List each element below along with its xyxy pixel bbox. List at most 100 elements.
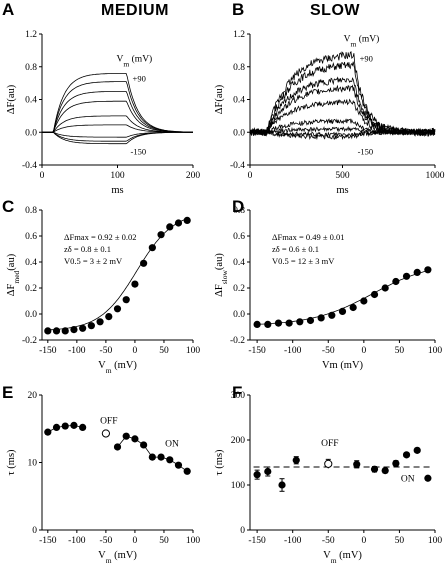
trace-line <box>42 131 193 138</box>
off-label: OFF <box>321 439 338 449</box>
x-tick-label: 50 <box>159 346 169 356</box>
x-axis-label: Vm (mV) <box>322 360 364 371</box>
fit-curve <box>257 270 429 325</box>
on-data-point <box>148 453 156 461</box>
panel-letter-c: C <box>2 197 14 216</box>
y-tick-label: 0.2 <box>25 284 37 294</box>
on-data-point <box>61 422 69 430</box>
data-point <box>113 305 122 313</box>
y-tick-label: 20 <box>28 391 38 401</box>
y-tick-label: 1.2 <box>25 30 37 40</box>
trace-label-top: +90 <box>133 73 146 83</box>
x-tick-label: -150 <box>248 346 266 356</box>
panel-a: -0.4 0.0 0.4 0.8 1.2 0 100 200 ΔF(au) ms Vm (mV) +9… <box>6 30 200 196</box>
y-tick-label: 0.0 <box>233 310 245 320</box>
data-point <box>148 244 156 252</box>
y-tick-label: 10 <box>28 459 38 469</box>
on-data-point <box>253 471 261 479</box>
on-data-point <box>166 456 174 464</box>
data-point <box>349 303 357 312</box>
data-point <box>253 320 261 328</box>
on-data-point <box>353 460 361 468</box>
data-point <box>61 327 69 335</box>
data-point <box>413 268 421 276</box>
x-axis-label: Vm (mV) <box>98 360 137 375</box>
data-point <box>87 322 95 330</box>
on-data-point <box>79 423 87 431</box>
data-point <box>328 311 336 319</box>
panel-letter-d: D <box>232 197 244 216</box>
x-tick-label: 0 <box>361 346 366 356</box>
y-axis-label: ΔF(au) <box>214 84 225 114</box>
y-tick-label: 0.6 <box>25 232 37 242</box>
trace-label-bottom: -150 <box>131 146 147 156</box>
data-point <box>338 307 347 315</box>
trace-line <box>42 131 193 145</box>
y-tick-label: 0.8 <box>25 63 37 73</box>
y-tick-label: 300 <box>231 391 246 401</box>
x-tick-label: -100 <box>68 346 86 356</box>
x-tick-label: 100 <box>186 346 201 356</box>
off-label: OFF <box>100 416 117 426</box>
x-tick-label: -150 <box>39 346 57 356</box>
panel-letter-f: F <box>232 383 242 402</box>
trace-label-bottom: -150 <box>358 146 374 156</box>
data-point <box>96 318 104 326</box>
x-tick-label: -150 <box>248 536 266 546</box>
data-point <box>317 314 325 322</box>
x-tick-label: -50 <box>100 536 113 546</box>
y-tick-label: 100 <box>231 481 246 491</box>
data-point <box>370 290 379 299</box>
y-axis-label: τ (ms) <box>214 449 225 476</box>
off-data-point <box>324 459 333 468</box>
x-tick-label: -100 <box>284 536 302 546</box>
y-tick-label: 0.8 <box>25 206 37 216</box>
y-axis-label: ΔFmed(au) <box>6 253 21 296</box>
x-tick-label: 1000 <box>426 171 445 181</box>
panel-b: -0.4 0.0 0.4 0.8 1.2 0 500 1000 ΔF(au) ms Vm (mV) +… <box>214 30 445 196</box>
x-tick-label: -150 <box>39 536 57 546</box>
on-data-point <box>424 474 432 482</box>
fit-parameter: ΔFmax = 0.92 ± 0.02 <box>64 232 137 242</box>
on-data-point <box>44 428 52 436</box>
x-tick-label: 500 <box>335 171 350 181</box>
x-tick-label: 0 <box>133 536 138 546</box>
data-point <box>392 277 400 286</box>
y-tick-label: 0 <box>240 526 245 536</box>
x-axis-label: ms <box>336 185 348 196</box>
on-data-point <box>122 432 130 440</box>
on-data-point <box>131 435 139 443</box>
data-point <box>105 313 113 321</box>
on-data-point <box>183 467 191 475</box>
y-tick-label: 0.8 <box>233 206 245 216</box>
x-tick-label: -50 <box>100 346 113 356</box>
off-data-point <box>101 429 110 438</box>
data-point <box>44 327 52 335</box>
y-tick-label: 0.0 <box>25 310 37 320</box>
y-tick-label: -0.4 <box>22 161 37 171</box>
data-point <box>131 280 139 288</box>
data-point <box>360 297 368 305</box>
data-point <box>70 326 78 334</box>
x-axis-label: Vm (mV) <box>98 550 137 564</box>
data-point <box>140 259 148 267</box>
on-data-point <box>140 441 148 449</box>
y-tick-label: 0.4 <box>25 96 37 106</box>
x-tick-label: 50 <box>395 536 405 546</box>
data-point <box>122 296 130 304</box>
trace-label-top: +90 <box>360 54 373 64</box>
fit-parameter: V0.5 = 12 ± 3 mV <box>272 256 335 266</box>
y-tick-label: 0.4 <box>233 96 245 106</box>
x-tick-label: -50 <box>322 346 335 356</box>
y-tick-label: 0.0 <box>233 128 245 138</box>
column-title-medium: MEDIUM <box>101 2 169 19</box>
on-data-point <box>278 481 286 489</box>
on-label: ON <box>401 474 415 484</box>
trace-line <box>249 61 436 137</box>
x-tick-label: 100 <box>428 536 443 546</box>
y-tick-label: -0.4 <box>230 161 245 171</box>
x-tick-label: 0 <box>361 536 366 546</box>
data-point <box>52 327 61 335</box>
